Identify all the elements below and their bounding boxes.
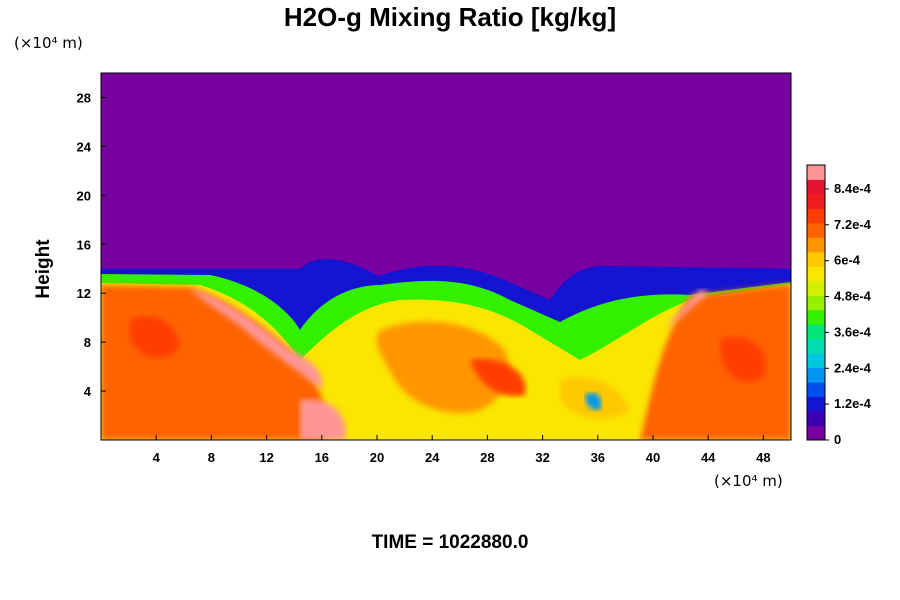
x-axis-unit: (×10⁴ m) bbox=[714, 472, 783, 490]
colorbar-segment bbox=[807, 266, 825, 282]
y-tick-label: 4 bbox=[84, 384, 92, 399]
colorbar-segment bbox=[807, 411, 825, 427]
moisture-blob bbox=[470, 359, 526, 397]
moisture-blob bbox=[300, 399, 346, 440]
x-tick-label: 16 bbox=[315, 450, 329, 465]
colorbar-segment bbox=[807, 165, 825, 180]
colorbar-segment bbox=[807, 208, 825, 224]
y-tick-label: 8 bbox=[84, 335, 91, 350]
moisture-blob bbox=[376, 321, 510, 414]
colorbar-segment bbox=[807, 309, 825, 325]
moisture-blob bbox=[640, 284, 791, 440]
colorbar-tick-label: 4.8e-4 bbox=[834, 289, 872, 304]
colorbar-tick-label: 6e-4 bbox=[834, 253, 861, 268]
x-axis-ticks: 4 8 12 16 20 24 28 32 36 40 44 48 bbox=[153, 435, 771, 465]
plot-frame bbox=[100, 72, 792, 441]
colorbar-tick-label: 3.6e-4 bbox=[834, 324, 872, 339]
colorbar-segment bbox=[807, 237, 825, 253]
x-tick-label: 8 bbox=[208, 450, 215, 465]
colorbar-segment bbox=[807, 338, 825, 354]
x-tick-label: 32 bbox=[535, 450, 549, 465]
colorbar-segment bbox=[807, 353, 825, 369]
colorbar-segment bbox=[807, 425, 825, 441]
x-tick-label: 40 bbox=[646, 450, 660, 465]
x-tick-label: 36 bbox=[591, 450, 605, 465]
colorbar-tick-label: 7.2e-4 bbox=[834, 217, 872, 232]
y-tick-label: 24 bbox=[77, 139, 92, 154]
x-tick-label: 12 bbox=[259, 450, 273, 465]
x-tick-label: 44 bbox=[701, 450, 716, 465]
y-tick-label: 12 bbox=[77, 286, 91, 301]
y-tick-label: 16 bbox=[77, 237, 91, 252]
x-tick-label: 20 bbox=[370, 450, 384, 465]
colorbar-segment bbox=[807, 222, 825, 238]
colorbar-tick-label: 1.2e-4 bbox=[834, 396, 872, 411]
colorbar-segment bbox=[807, 193, 825, 209]
chart-title: H2O-g Mixing Ratio [kg/kg] bbox=[283, 2, 617, 32]
x-tick-label: 4 bbox=[153, 450, 161, 465]
moisture-blob bbox=[585, 392, 602, 411]
time-label: TIME = 1022880.0 bbox=[371, 532, 529, 553]
y-axis-ticks: 4 8 12 16 20 24 28 bbox=[77, 90, 106, 399]
colorbar-segment bbox=[807, 179, 825, 195]
colorbar-segment bbox=[807, 280, 825, 296]
colorbar-tick-label: 2.4e-4 bbox=[834, 360, 872, 375]
colorbar-segment bbox=[807, 367, 825, 383]
colorbar: 0 1.2e-4 2.4e-4 3.6e-4 4.8e-4 6e-4 7.2e-4 8.4e-… bbox=[806, 164, 872, 447]
colorbar-segment bbox=[807, 396, 825, 412]
y-tick-label: 20 bbox=[77, 188, 91, 203]
colorbar-tick-label: 0 bbox=[834, 432, 841, 447]
colorbar-segment bbox=[807, 382, 825, 398]
moisture-field bbox=[101, 259, 791, 440]
moisture-blob bbox=[720, 336, 766, 382]
colorbar-segment bbox=[807, 324, 825, 340]
y-axis-unit: (×10⁴ m) bbox=[14, 34, 83, 52]
x-tick-label: 48 bbox=[756, 450, 770, 465]
colorbar-segment bbox=[807, 295, 825, 311]
y-tick-label: 28 bbox=[77, 90, 91, 105]
moisture-blob bbox=[130, 316, 180, 358]
colorbar-frame bbox=[806, 164, 826, 441]
moisture-blob bbox=[190, 288, 323, 390]
colorbar-segment bbox=[807, 251, 825, 267]
x-tick-label: 28 bbox=[480, 450, 494, 465]
colorbar-tick-label: 8.4e-4 bbox=[834, 181, 872, 196]
x-tick-label: 24 bbox=[425, 450, 440, 465]
moisture-blob bbox=[665, 290, 710, 330]
